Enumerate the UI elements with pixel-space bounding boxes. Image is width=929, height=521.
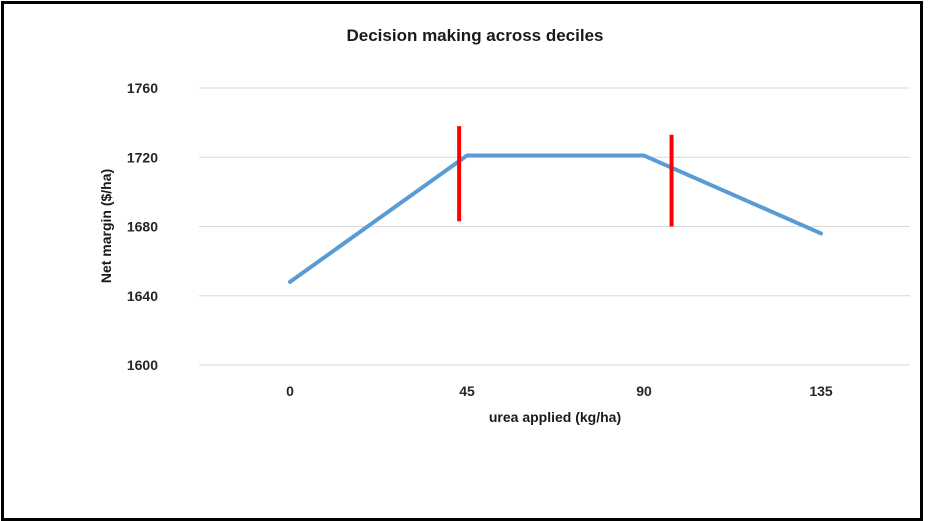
x-tick-label: 135	[809, 383, 833, 399]
y-axis-title: Net margin ($/ha)	[98, 169, 114, 283]
series-group	[288, 153, 823, 284]
chart-title: Decision making across deciles	[346, 26, 603, 45]
decision-markers	[457, 126, 674, 227]
x-axis-tick-labels: 0 45 90 135	[286, 383, 833, 399]
gridlines	[199, 87, 910, 366]
y-tick-label: 1640	[127, 288, 158, 304]
y-tick-label: 1720	[127, 149, 158, 165]
x-tick-label: 0	[286, 383, 294, 399]
y-axis-tick-labels: 1600 1640 1680 1720 1760	[127, 80, 158, 373]
x-axis-title: urea applied (kg/ha)	[489, 409, 621, 425]
series-line	[288, 153, 823, 284]
y-tick-label: 1760	[127, 80, 158, 96]
x-tick-label: 45	[459, 383, 475, 399]
y-tick-label: 1600	[127, 357, 158, 373]
y-tick-label: 1680	[127, 219, 158, 235]
x-tick-label: 90	[636, 383, 652, 399]
